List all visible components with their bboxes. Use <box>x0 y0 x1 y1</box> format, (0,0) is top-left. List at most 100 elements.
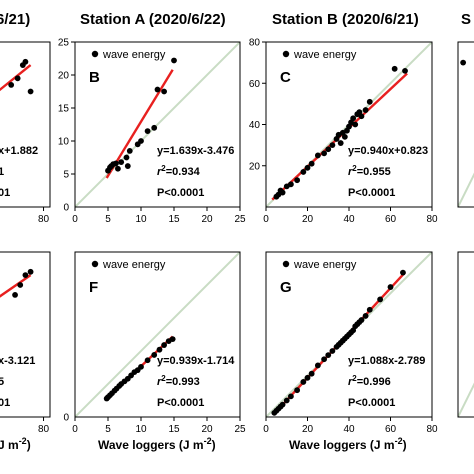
data-point <box>27 88 34 95</box>
data-point <box>325 352 332 359</box>
y-tick-label: 5 <box>63 170 69 181</box>
r-squared-symbol: r <box>348 376 353 388</box>
data-point <box>294 387 301 394</box>
data-point <box>377 296 384 303</box>
y-tick-label: 25 <box>58 38 70 49</box>
panel-letter: G <box>280 279 292 296</box>
legend-label: wave energy <box>293 49 357 61</box>
plot-area <box>75 252 240 417</box>
data-point <box>12 292 18 298</box>
data-point <box>308 370 315 377</box>
regression-line <box>0 274 32 298</box>
data-point <box>138 363 144 370</box>
y-tick-label: 80 <box>249 38 261 49</box>
x-tick-label: 5 <box>105 424 111 435</box>
x-tick-label: 40 <box>343 424 355 435</box>
x-tick-label: 20 <box>302 424 314 435</box>
legend-marker <box>91 50 99 58</box>
y-tick-label: 15 <box>58 104 70 115</box>
panel-letter: F <box>89 279 98 296</box>
r-squared-exponent: 2 <box>352 374 357 383</box>
data-point <box>321 150 327 157</box>
panel-letter: B <box>89 69 100 86</box>
x-tick-label: 15 <box>168 214 180 225</box>
x-tick-label: 0 <box>263 424 269 435</box>
y-tick-label: 0 <box>63 203 69 214</box>
data-point <box>341 133 348 140</box>
x-tick-label: 5 <box>105 214 111 225</box>
p-value: P<0.0001 <box>348 397 395 409</box>
data-point <box>123 154 130 161</box>
x-tick-label: 80 <box>426 424 438 435</box>
data-point <box>337 140 344 146</box>
one-to-one-line <box>75 42 240 207</box>
panel-partial-left-top: 80 x+1.882 1 01 <box>0 41 51 225</box>
data-point <box>156 346 163 353</box>
regression-equation: y=1.639x-3.476 <box>157 145 234 157</box>
x-tick-label: 10 <box>135 424 147 435</box>
p-value: P<0.0001 <box>157 187 204 199</box>
regression-equation: y=1.088x-2.789 <box>348 355 425 367</box>
r-squared: r2=0.993 <box>157 374 200 388</box>
x-axis-label-left-close: ) <box>27 438 31 452</box>
plot-area <box>0 268 34 298</box>
legend-label: wave energy <box>102 49 166 61</box>
panel-partial-right-top <box>457 41 474 208</box>
plot-frame <box>457 41 474 208</box>
plot-area <box>0 58 34 95</box>
data-point <box>304 374 311 381</box>
plot-frame <box>74 251 241 418</box>
plot-frame <box>0 41 51 208</box>
data-point <box>300 379 307 385</box>
r-squared: r2=0.934 <box>157 164 201 178</box>
data-point <box>283 397 290 404</box>
station-title-left-partial: 6/21) <box>0 11 30 28</box>
data-point <box>362 107 369 113</box>
p-value: P<0.0001 <box>348 187 395 199</box>
data-point <box>161 342 168 348</box>
data-point <box>391 65 398 72</box>
plot-frame <box>0 251 51 418</box>
r-squared-exponent: 2 <box>161 164 166 173</box>
x-tick-label: 25 <box>234 424 246 435</box>
x-tick-label: 60 <box>385 424 397 435</box>
r-squared-value: =0.996 <box>357 376 391 388</box>
data-point <box>329 142 336 149</box>
data-point <box>308 160 315 167</box>
y-tick-label: 0 <box>63 413 69 424</box>
plot-area <box>458 59 474 207</box>
x-axis-label-right-sup: -2 <box>395 436 403 446</box>
panel-letter: C <box>280 69 291 86</box>
r-squared-value: =0.934 <box>166 166 201 178</box>
x-tick-label: 80 <box>38 424 50 435</box>
data-point <box>358 317 365 323</box>
x-tick-label: 0 <box>72 214 78 225</box>
data-point <box>138 138 144 144</box>
x-axis-label-mid-close: ) <box>212 438 216 452</box>
x-axis-label-right: Wave loggers (J m-2) <box>289 436 407 452</box>
legend-label: wave energy <box>102 259 166 271</box>
data-point <box>27 268 34 275</box>
regression-equation: y=0.939x-1.714 <box>157 355 235 367</box>
data-point <box>151 124 158 131</box>
x-tick-label: 15 <box>168 424 180 435</box>
data-point <box>144 128 151 135</box>
r-squared-partial: 1 <box>0 166 4 178</box>
x-tick-label: 10 <box>135 214 147 225</box>
data-point <box>325 146 332 153</box>
legend-marker <box>91 260 99 268</box>
x-axis-label-mid-text: Wave loggers (J m <box>98 438 204 452</box>
data-point <box>154 86 161 93</box>
data-point <box>358 113 365 120</box>
legend-marker <box>282 260 290 268</box>
one-to-one-line <box>458 172 474 207</box>
plot-area <box>458 382 474 417</box>
data-point <box>314 152 321 159</box>
data-point <box>400 269 406 276</box>
data-point <box>144 357 151 364</box>
data-point <box>362 313 369 319</box>
y-tick-label: 10 <box>58 137 70 148</box>
r-squared-symbol: r <box>157 376 162 388</box>
